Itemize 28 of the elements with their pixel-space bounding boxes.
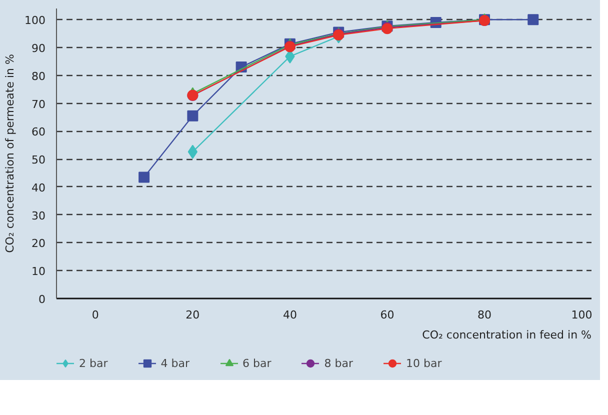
x-tick-label: 100 bbox=[571, 308, 592, 322]
point bbox=[138, 172, 150, 183]
y-tick-label: 40 bbox=[32, 181, 46, 194]
x-tick-label: 80 bbox=[478, 308, 492, 322]
y-tick-label: 80 bbox=[32, 70, 46, 83]
legend-label: 10 bar bbox=[406, 356, 442, 370]
x-tick-label: 20 bbox=[186, 308, 200, 322]
x-tick-label: 60 bbox=[380, 308, 394, 322]
legend-label: 8 bar bbox=[324, 356, 353, 370]
x-tick-label: 40 bbox=[282, 308, 297, 322]
y-tick-label: 90 bbox=[32, 42, 46, 56]
x-axis-title: CO₂ concentration in feed in % bbox=[422, 328, 592, 342]
legend-label: 4 bar bbox=[160, 356, 190, 370]
point bbox=[188, 144, 198, 159]
y-tick-label: 0 bbox=[38, 293, 46, 306]
y-tick-label: 20 bbox=[32, 237, 46, 250]
legend-label: 2 bar bbox=[79, 356, 108, 370]
point bbox=[528, 14, 539, 26]
y-tick-label: 70 bbox=[32, 98, 46, 111]
legend-label: 6 bar bbox=[242, 356, 272, 370]
y-tick-label: 30 bbox=[32, 209, 46, 222]
y-tick-label: 60 bbox=[32, 126, 46, 139]
y-axis-title: CO₂ concentration of permeate in % bbox=[4, 54, 17, 253]
point bbox=[187, 110, 198, 122]
y-tick-label: 100 bbox=[24, 14, 46, 28]
x-tick-label: 0 bbox=[92, 308, 99, 322]
y-tick-label: 50 bbox=[32, 154, 46, 167]
y-tick-label: 10 bbox=[32, 265, 46, 278]
